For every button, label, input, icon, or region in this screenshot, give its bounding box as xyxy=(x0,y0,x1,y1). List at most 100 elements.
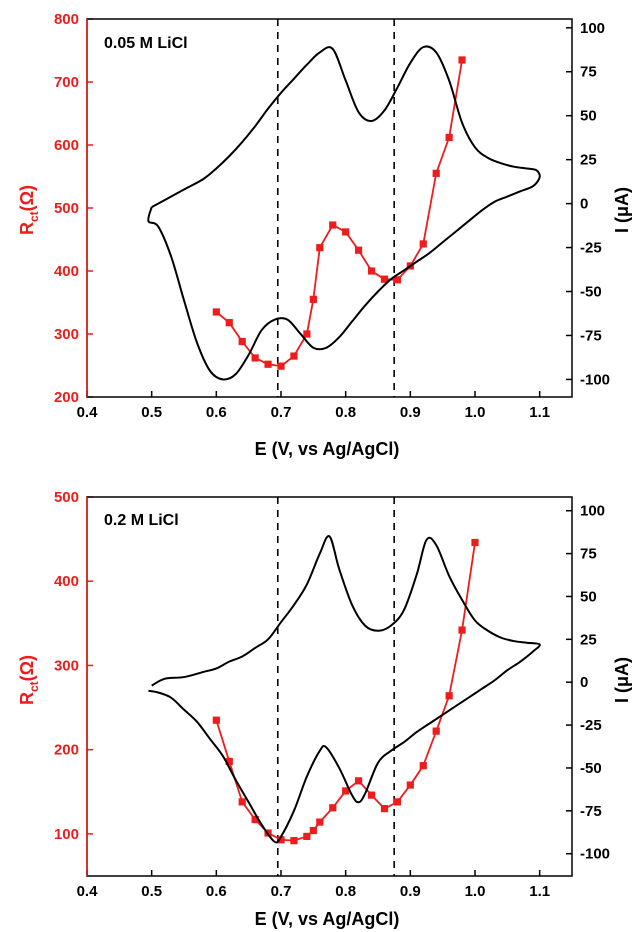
panel-1-series xyxy=(148,535,541,845)
panel-1-rct-point xyxy=(342,787,350,795)
panel-title-1: 0.2 M LiCl xyxy=(104,512,179,529)
panel-0-x-tick-label: 1.0 xyxy=(465,404,486,421)
panel-1-rct-point xyxy=(471,538,479,547)
panel-0-rct-point xyxy=(342,228,350,236)
panel-0-rct-point xyxy=(225,319,233,327)
panel-0-rct-point xyxy=(212,308,220,316)
panel-1-x-tick-label: 0.5 xyxy=(141,883,162,900)
panel-0-rct-point xyxy=(264,360,272,368)
panel-1-y-left-tick-label: 100 xyxy=(54,826,79,843)
panel-1-y-left-tick-label: 400 xyxy=(54,573,79,590)
panel-0-rct-point xyxy=(367,267,376,275)
panel-1-x-tick-label: 0.8 xyxy=(335,883,356,900)
panel-0-rct-point xyxy=(329,221,337,229)
panel-1-y-right-tick-label: -50 xyxy=(580,760,602,777)
panel-0-x-tick-label: 0.7 xyxy=(271,404,292,421)
panel-1-rct-point xyxy=(367,791,376,799)
panel-1-rct-point xyxy=(251,815,259,824)
panel-1-rct-point xyxy=(212,716,220,724)
panel-1-y-left-label-sub: ct xyxy=(27,681,41,692)
panel-0-y-right-tick-label: 75 xyxy=(580,64,597,81)
panel-1-frame xyxy=(86,496,573,877)
panel-0-rct-point xyxy=(432,169,440,177)
panel-0-y-right-tick-label: -100 xyxy=(580,371,610,388)
panel-1-x-tick-label: 0.7 xyxy=(271,883,292,900)
panel-0-y-right-tick-label: 0 xyxy=(580,196,588,213)
panel-0-rct-point xyxy=(458,56,466,64)
panel-0-rct-point xyxy=(251,354,259,362)
panel-0-frame xyxy=(86,18,573,398)
panel-1-rct-point xyxy=(290,837,298,845)
panel-1-y-right-tick-label: -25 xyxy=(580,717,602,734)
panel-0-x-tick-label: 0.6 xyxy=(206,404,227,421)
panel-1-rct-point xyxy=(316,818,324,826)
panel-0-y-right-tick-label: 25 xyxy=(580,152,597,169)
panel-0-rct-point xyxy=(290,352,298,360)
panel-1-y-left-tick-label: 200 xyxy=(54,742,79,759)
panel-0-rct-point xyxy=(380,275,389,283)
panel-1-rct-point xyxy=(303,832,311,841)
panel-1-y-right-label: I (μA) xyxy=(612,657,632,703)
panel-0-y-left-label-sub: ct xyxy=(27,211,41,222)
panel-0-x-tick-label: 1.1 xyxy=(529,404,550,421)
panel-1-rct-point xyxy=(225,757,233,766)
panel-0-cv-current-curve xyxy=(147,45,541,381)
panel-1-rct-point xyxy=(238,798,246,806)
panel-1-x-tick-label: 1.1 xyxy=(529,883,550,900)
panel-0-y-right-tick-label: -25 xyxy=(580,240,602,257)
panel-1-rct-point xyxy=(277,836,285,844)
panel-0-y-left-tick-label: 600 xyxy=(54,137,79,154)
panel-0-rct-point xyxy=(355,246,363,254)
panel-1-x-tick-label: 1.0 xyxy=(465,883,486,900)
panel-0-y-right-tick-label: -75 xyxy=(580,327,602,344)
panel-0-x-tick-label: 0.9 xyxy=(400,404,421,421)
panel-0-y-left-tick-label: 800 xyxy=(54,11,79,28)
panel-0-y-right-label: I (μA) xyxy=(612,187,632,233)
panel-1-rct-point xyxy=(355,777,363,785)
panel-0-y-left-tick-label: 700 xyxy=(54,74,79,91)
panel-title-0: 0.05 M LiCl xyxy=(104,35,188,52)
panel-1-y-right-tick-label: 50 xyxy=(580,588,597,605)
panel-1-y-right-tick-label: -100 xyxy=(580,846,610,863)
panel-0-y-left-tick-label: 200 xyxy=(54,389,79,406)
panel-0-y-left-label-main: R xyxy=(17,222,37,235)
panel-1-cv-current-curve xyxy=(148,535,541,844)
panel-0-y-right-tick-label: -50 xyxy=(580,284,602,301)
panel-1-rct-point xyxy=(329,804,337,812)
panel-0-series xyxy=(147,45,541,381)
panel-1-rct-point xyxy=(419,762,427,770)
panel-0-rct-line xyxy=(215,59,463,368)
panel-1-y-right-tick-label: 25 xyxy=(580,631,597,648)
panel-0-rct-point xyxy=(419,240,427,248)
panel-0-rct-point xyxy=(303,330,311,338)
panel-1-x-tick-label: 0.9 xyxy=(400,883,421,900)
panel-0-05m-licl: 0.05 M LiCl 0.4 0.5 0.6 0.7 0.8 0.9 1.0 1.1 200 3… xyxy=(17,11,632,459)
panel-1-y-right-tick-label: 100 xyxy=(580,503,605,520)
panel-0-rct-point xyxy=(445,133,453,142)
panel-0-x-tick-label: 0.5 xyxy=(141,404,162,421)
panel-1-rct-point xyxy=(380,805,389,813)
panel-0-y-left-tick-label: 500 xyxy=(54,200,79,217)
panel-1-x-tick-label: 0.6 xyxy=(206,883,227,900)
panel-1-y-left-tick-label: 300 xyxy=(54,657,79,674)
panel-0-rct-point xyxy=(277,362,285,370)
panel-1-y-right-tick-label: 75 xyxy=(580,546,597,563)
panel-0-x-tick-label: 0.4 xyxy=(77,404,99,421)
panel-0-rct-point xyxy=(309,295,317,303)
panel-1-rct-point xyxy=(458,626,466,634)
panel-1-02m-licl: 0.2 M LiCl 0.4 0.5 0.6 0.7 0.8 0.9 1.0 1.1 100 20… xyxy=(17,489,632,929)
panel-0-y-right-tick-label: 100 xyxy=(580,20,605,37)
panel-0-x-tick-label: 0.8 xyxy=(335,404,356,421)
panel-1-rct-point xyxy=(309,826,317,835)
panel-0-y-left-label: Rct(Ω) xyxy=(17,185,41,235)
panel-1-y-left-label-main: R xyxy=(17,692,37,705)
panel-0-x-axis-label: E (V, vs Ag/AgCl) xyxy=(255,439,400,459)
panel-1-rct-point xyxy=(445,692,453,700)
panel-1-y-right-tick-label: -75 xyxy=(580,803,602,820)
panel-1-y-left-label: Rct(Ω) xyxy=(17,655,41,705)
panel-0-rct-point xyxy=(238,337,246,346)
panel-0-rct-point xyxy=(393,276,401,284)
panel-1-y-left-label-unit: (Ω) xyxy=(17,655,37,681)
panel-0-y-left-tick-label: 300 xyxy=(54,326,79,343)
